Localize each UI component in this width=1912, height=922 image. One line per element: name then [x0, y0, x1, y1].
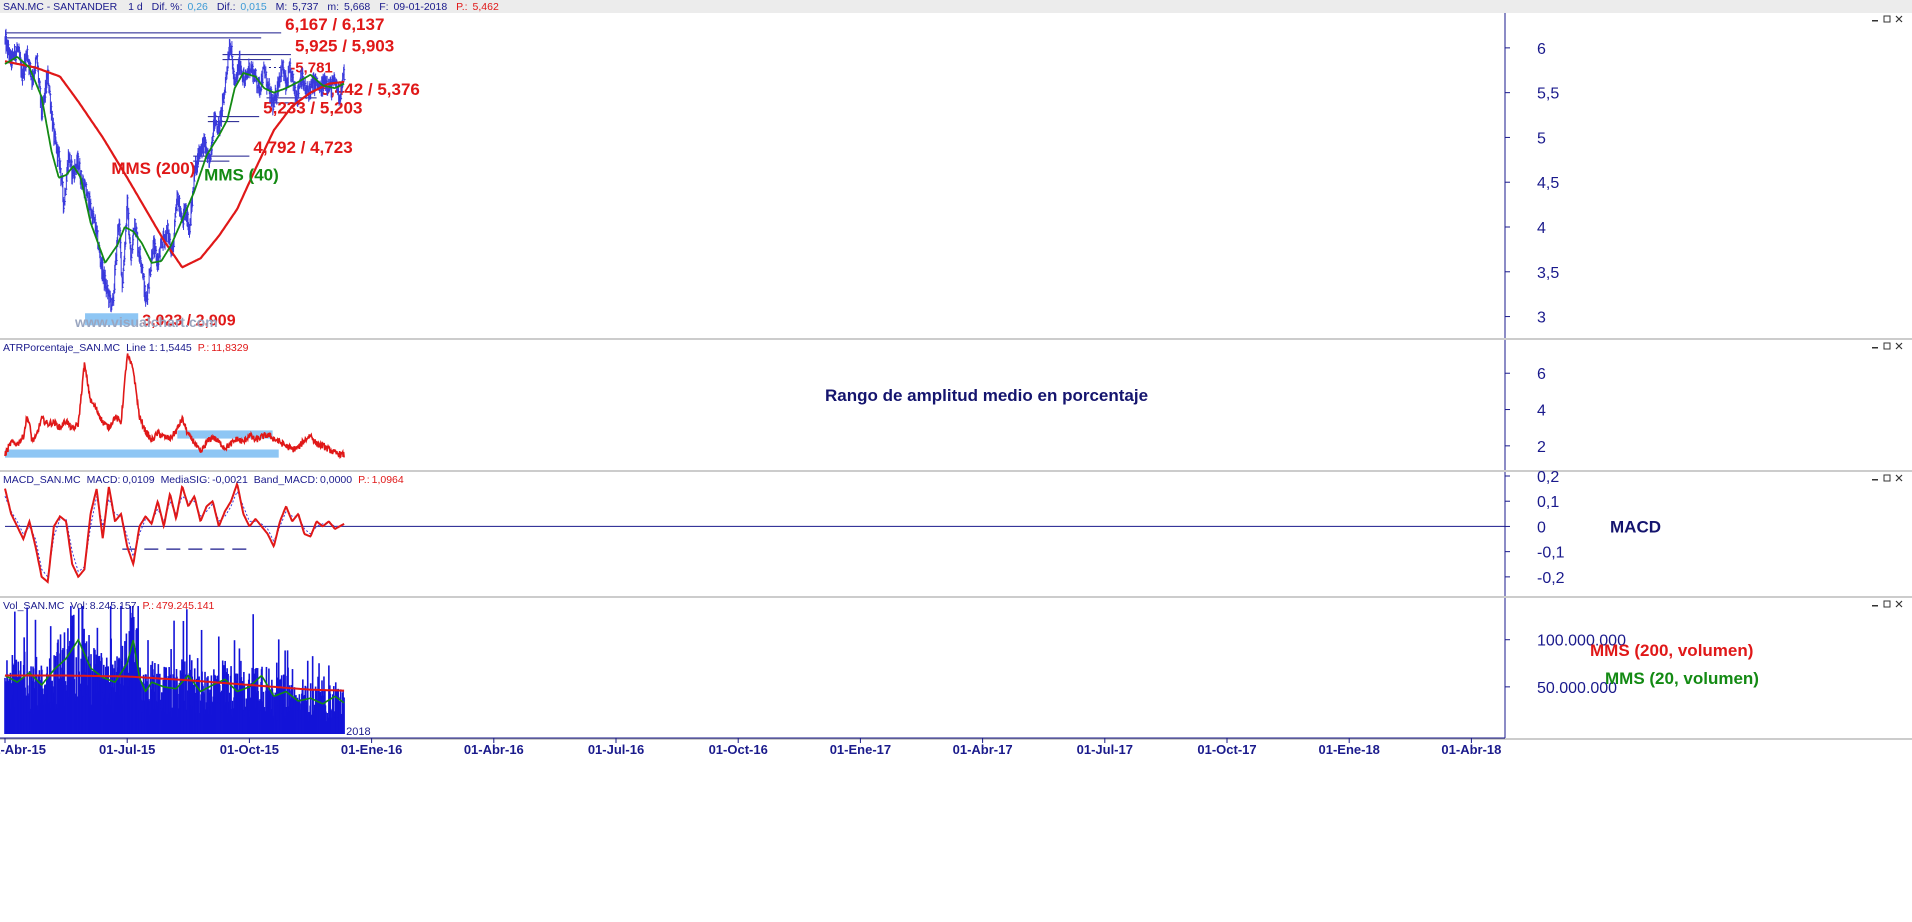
x-year-marker: 2018 — [346, 726, 370, 738]
macd-y-tick-label: 0,2 — [1537, 469, 1559, 486]
macd-y-tick-label: -0,2 — [1537, 570, 1565, 587]
header-max: 5,737 — [292, 1, 318, 13]
macd-panel-background — [0, 472, 1912, 596]
header-price: 5,462 — [473, 1, 499, 13]
volume-panel-maximize-icon[interactable] — [1883, 600, 1891, 608]
atr-band-0 — [5, 449, 279, 458]
level-label-3: 5,442 / 5,376 — [321, 80, 420, 99]
level-label-0: 6,167 / 6,137 — [285, 15, 384, 34]
price-y-tick-label: 4,5 — [1537, 175, 1559, 192]
x-tick-label: 01-Oct-16 — [709, 742, 768, 757]
price-panel-background — [0, 13, 1912, 338]
volume-mms200-line — [5, 674, 345, 692]
x-tick-label: 01-Abr-16 — [464, 742, 524, 757]
atr-band-1 — [177, 430, 273, 439]
x-tick-label: 01-Abr-18 — [1441, 742, 1501, 757]
x-tick-label: 01-Jul-17 — [1077, 742, 1133, 757]
price-y-tick-label: 3 — [1537, 310, 1546, 327]
macd-y-tick-label: -0,1 — [1537, 545, 1565, 562]
volume-panel-close-icon[interactable] — [1895, 600, 1903, 608]
atr-y-tick-label: 6 — [1537, 366, 1546, 383]
macd-panel-maximize-icon[interactable] — [1883, 474, 1891, 482]
price-y-tick-label: 5,5 — [1537, 86, 1559, 103]
header-dif: 0,015 — [240, 1, 266, 13]
price-panel-close-icon[interactable] — [1895, 15, 1903, 23]
price-panel-minimize-icon[interactable] — [1872, 20, 1878, 22]
atr-y-tick-label: 2 — [1537, 439, 1546, 456]
volume-mms20-line — [4, 638, 345, 705]
volume-y-tick-label: 100.000.000 — [1537, 633, 1626, 650]
header-dif-pct: 0,26 — [187, 1, 208, 13]
mms200-label: MMS (200) — [111, 159, 195, 178]
price-y-tick-label: 5 — [1537, 130, 1546, 147]
volume-panel-minimize-icon[interactable] — [1872, 605, 1878, 607]
macd-y-tick-label: 0 — [1537, 519, 1546, 536]
atr-panel-close-icon[interactable] — [1895, 342, 1903, 350]
level-label-4: 5,233 / 5,203 — [263, 99, 362, 118]
volume-bars — [4, 605, 345, 734]
macd-header: MACD_SAN.MC MACD: 0,0109 MediaSIG: -0,0021 Ba… — [3, 474, 404, 486]
x-tick-label: 01-Abr-15 — [0, 742, 46, 757]
mms200-line — [4, 60, 345, 269]
volume-mms200-label: MMS (200, volumen) — [1590, 641, 1753, 660]
x-tick-label: 01-Ene-18 — [1318, 742, 1379, 757]
atr-header: ATRPorcentaje_SAN.MC Line 1: 1,5445 P.: 11,8… — [3, 342, 249, 354]
x-tick-label: 01-Ene-17 — [830, 742, 891, 757]
atr-panel-background — [0, 340, 1912, 470]
macd-panel-minimize-icon[interactable] — [1872, 479, 1878, 481]
atr-panel-maximize-icon[interactable] — [1883, 342, 1891, 350]
atr-annotation: Rango de amplitud medio en porcentaje — [825, 386, 1148, 405]
price-y-tick-label: 4 — [1537, 220, 1546, 237]
x-tick-label: 01-Oct-15 — [220, 742, 279, 757]
mms40-label: MMS (40) — [204, 165, 279, 184]
price-panel-maximize-icon[interactable] — [1883, 15, 1891, 23]
header-symbol: SAN.MC - SANTANDER — [3, 1, 118, 13]
macd-y-tick-label: 0,1 — [1537, 494, 1559, 511]
header-period: 1 d — [128, 1, 143, 13]
level-label-1: 5,925 / 5,903 — [295, 37, 394, 56]
watermark: www.visualchart.com — [74, 314, 218, 330]
volume-header: Vol_SAN.MC Vol: 8.245.157 P.: 479.245.141 — [3, 600, 215, 612]
price-y-tick-label: 3,5 — [1537, 265, 1559, 282]
atr-panel-minimize-icon[interactable] — [1872, 347, 1878, 349]
support-band — [85, 313, 139, 326]
level-label-2: -5,781 — [290, 59, 333, 76]
x-tick-label: 01-Oct-17 — [1197, 742, 1256, 757]
macd-line — [4, 481, 345, 584]
x-tick-label: 01-Jul-15 — [99, 742, 155, 757]
atr-line — [4, 353, 345, 459]
mms40-line — [4, 56, 345, 264]
x-tick-label: 01-Abr-17 — [953, 742, 1013, 757]
x-tick-label: 01-Ene-16 — [341, 742, 402, 757]
volume-mms20-label: MMS (20, volumen) — [1605, 669, 1759, 688]
header-bar — [0, 0, 1912, 13]
header-date: 09-01-2018 — [393, 1, 447, 13]
macd-panel-close-icon[interactable] — [1895, 474, 1903, 482]
level-label-6: 3,023 / 2,909 — [142, 312, 236, 329]
header-readout: SAN.MC - SANTANDER 1 d Dif. %: 0,26 Dif.… — [3, 1, 499, 13]
header-min: 5,668 — [344, 1, 370, 13]
volume-y-tick-label: 50.000.000 — [1537, 680, 1617, 697]
price-y-tick-label: 6 — [1537, 41, 1546, 58]
x-tick-label: 01-Jul-16 — [588, 742, 644, 757]
level-label-5: 4,792 / 4,723 — [253, 138, 352, 157]
macd-annotation: MACD — [1610, 517, 1661, 536]
atr-y-tick-label: 4 — [1537, 403, 1546, 420]
